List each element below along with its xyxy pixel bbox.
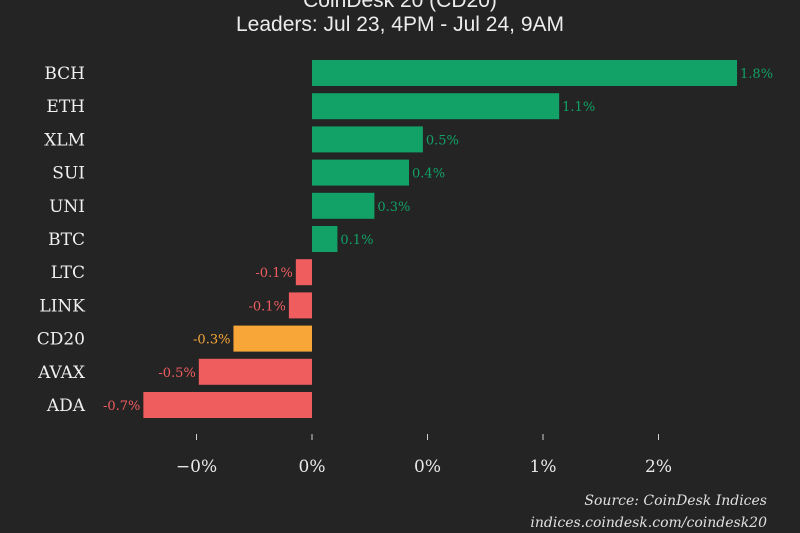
- category-label: CD20: [37, 330, 85, 350]
- chart-title: CoinDesk 20 (CD20): [303, 0, 497, 12]
- x-tick-label: 0%: [414, 457, 441, 477]
- category-label: ADA: [46, 396, 86, 416]
- data-label: 0.5%: [426, 133, 459, 148]
- category-label: AVAX: [37, 363, 86, 383]
- bar-uni: [312, 192, 375, 219]
- x-tick-label: 2%: [645, 457, 672, 477]
- source-url: indices.coindesk.com/coindesk20: [530, 515, 767, 531]
- category-label: LTC: [51, 263, 85, 283]
- bar-link: [288, 292, 312, 319]
- category-label: XLM: [44, 130, 85, 150]
- source-text: Source: CoinDesk Indices: [584, 493, 767, 509]
- bar-ltc: [295, 259, 312, 286]
- bar-xlm: [312, 126, 423, 153]
- data-label: 0.3%: [377, 200, 410, 215]
- data-label: 0.4%: [412, 167, 445, 182]
- data-label: -0.7%: [103, 399, 140, 414]
- bar-ada: [143, 392, 312, 418]
- category-label: LINK: [39, 296, 85, 316]
- category-label: BCH: [44, 64, 85, 84]
- bar-sui: [312, 159, 410, 186]
- chart-subtitle: Leaders: Jul 23, 4PM - Jul 24, 9AM: [236, 13, 564, 36]
- category-label: ETH: [46, 97, 85, 117]
- bar-bch: [312, 60, 738, 86]
- data-label: 1.8%: [740, 67, 773, 82]
- data-label: -0.3%: [193, 333, 230, 348]
- data-label: -0.1%: [255, 266, 292, 281]
- x-tick-label: 0%: [299, 457, 326, 477]
- bar-cd20: [233, 325, 312, 352]
- x-tick-label: −0%: [176, 457, 217, 477]
- data-label: -0.1%: [248, 299, 285, 314]
- bar-btc: [312, 226, 338, 252]
- category-label: UNI: [49, 197, 85, 217]
- x-tick-label: 1%: [530, 457, 557, 477]
- bar-avax: [198, 358, 312, 385]
- data-label: 1.1%: [562, 100, 595, 115]
- data-label: -0.5%: [158, 366, 195, 381]
- data-label: 0.1%: [340, 233, 373, 248]
- bar-eth: [312, 93, 560, 120]
- category-label: SUI: [52, 164, 85, 184]
- category-label: BTC: [48, 230, 85, 250]
